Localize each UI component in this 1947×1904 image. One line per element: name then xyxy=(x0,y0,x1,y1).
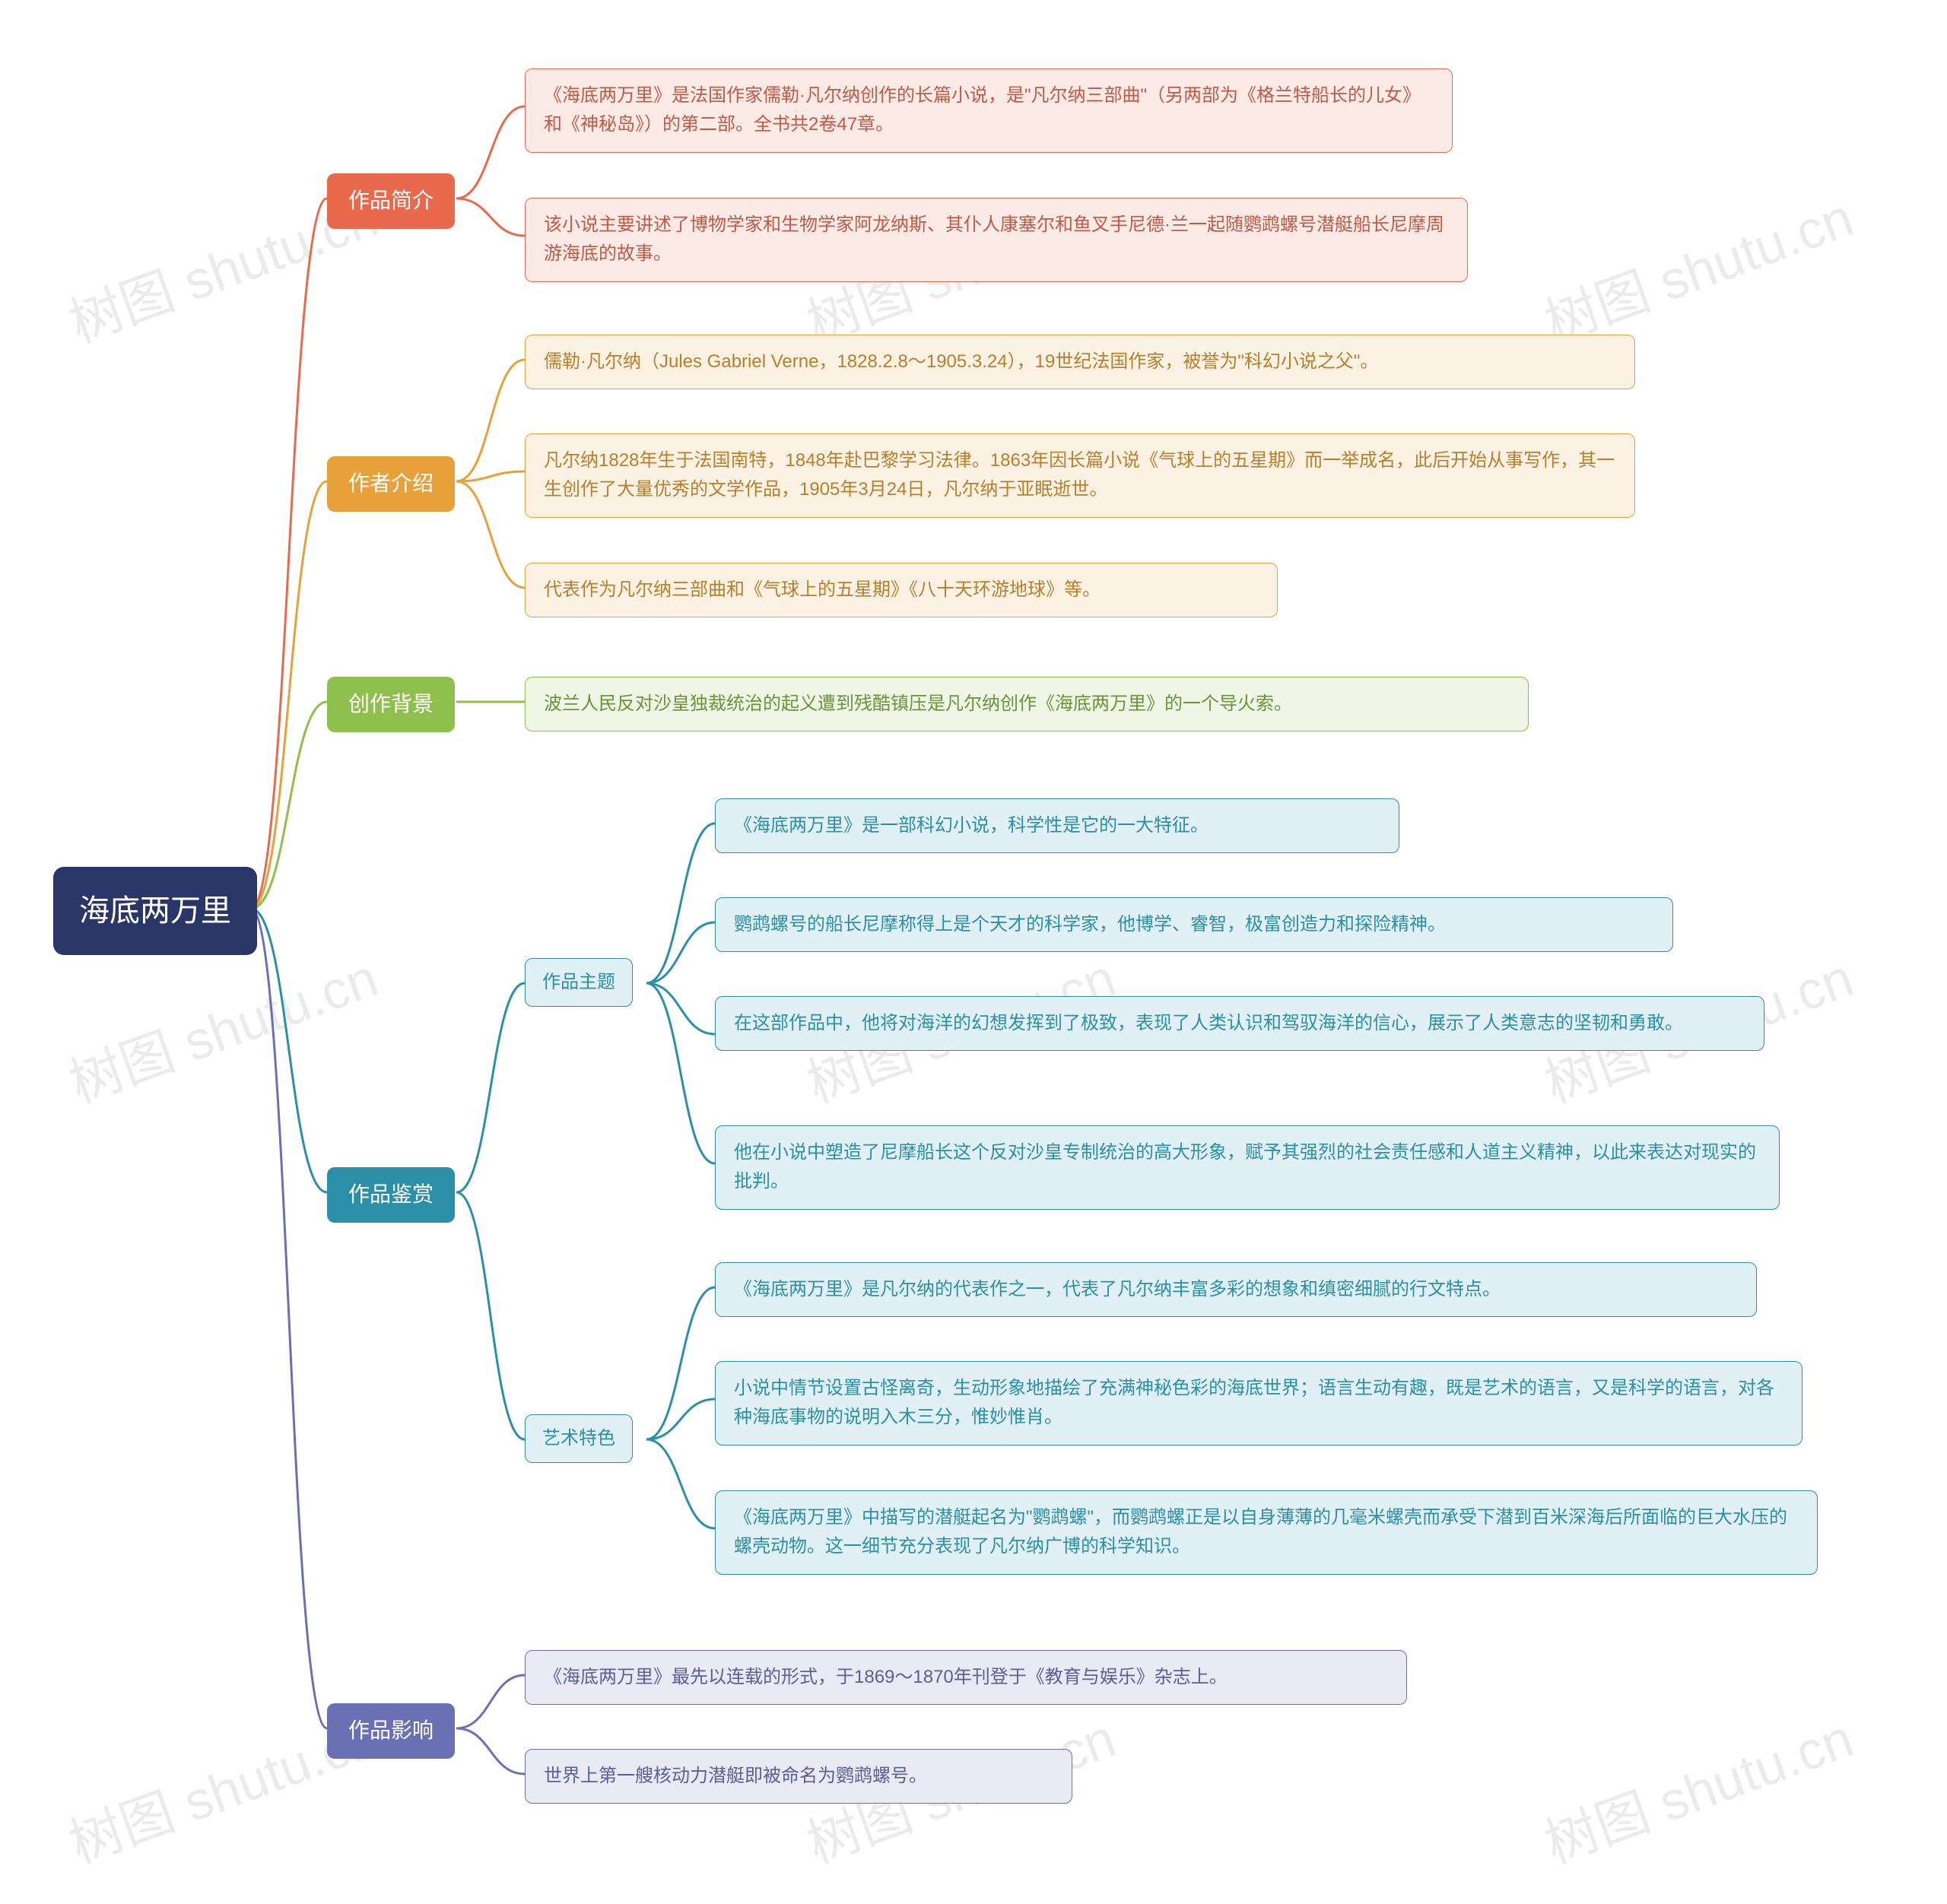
branch-appreciation: 作品鉴赏 xyxy=(327,1167,455,1223)
leaf-impact-0: 《海底两万里》最先以连载的形式，于1869～1870年刊登于《教育与娱乐》杂志上… xyxy=(525,1650,1407,1705)
leaf-appreciation-0-2: 在这部作品中，他将对海洋的幻想发挥到了极致，表现了人类认识和驾驭海洋的信心，展示… xyxy=(715,996,1764,1051)
leaf-author-2: 代表作为凡尔纳三部曲和《气球上的五星期》《八十天环游地球》等。 xyxy=(525,563,1278,617)
leaf-appreciation-0-0: 《海底两万里》是一部科幻小说，科学性是它的一大特征。 xyxy=(715,798,1399,853)
sub-appreciation-0: 作品主题 xyxy=(525,958,633,1007)
leaf-intro-1: 该小说主要讲述了博物学家和生物学家阿龙纳斯、其仆人康塞尔和鱼叉手尼德·兰一起随鹦… xyxy=(525,198,1468,282)
leaf-appreciation-1-1: 小说中情节设置古怪离奇，生动形象地描绘了充满神秘色彩的海底世界；语言生动有趣，既… xyxy=(715,1361,1802,1445)
leaf-appreciation-1-2: 《海底两万里》中描写的潜艇起名为"鹦鹉螺"，而鹦鹉螺正是以自身薄薄的几毫米螺壳而… xyxy=(715,1490,1818,1575)
leaf-author-1: 凡尔纳1828年生于法国南特，1848年赴巴黎学习法律。1863年因长篇小说《气… xyxy=(525,433,1635,518)
leaf-intro-0: 《海底两万里》是法国作家儒勒·凡尔纳创作的长篇小说，是"凡尔纳三部曲"（另两部为… xyxy=(525,68,1453,153)
watermark: 树图 shutu.cn xyxy=(1533,176,1863,358)
branch-impact: 作品影响 xyxy=(327,1703,455,1759)
branch-author: 作者介绍 xyxy=(327,456,455,512)
leaf-appreciation-0-3: 他在小说中塑造了尼摩船长这个反对沙皇专制统治的高大形象，赋予其强烈的社会责任感和… xyxy=(715,1125,1780,1210)
root-node: 海底两万里 xyxy=(53,867,257,955)
watermark: 树图 shutu.cn xyxy=(58,936,387,1119)
leaf-author-0: 儒勒·凡尔纳（Jules Gabriel Verne，1828.2.8～1905… xyxy=(525,335,1635,389)
branch-intro: 作品简介 xyxy=(327,173,455,229)
leaf-background-0: 波兰人民反对沙皇独裁统治的起义遭到残酷镇压是凡尔纳创作《海底两万里》的一个导火索… xyxy=(525,677,1529,731)
leaf-impact-1: 世界上第一艘核动力潜艇即被命名为鹦鹉螺号。 xyxy=(525,1749,1072,1804)
leaf-appreciation-0-1: 鹦鹉螺号的船长尼摩称得上是个天才的科学家，他博学、睿智，极富创造力和探险精神。 xyxy=(715,897,1673,952)
branch-background: 创作背景 xyxy=(327,677,455,732)
sub-appreciation-1: 艺术特色 xyxy=(525,1414,633,1463)
watermark: 树图 shutu.cn xyxy=(1533,1696,1863,1879)
leaf-appreciation-1-0: 《海底两万里》是凡尔纳的代表作之一，代表了凡尔纳丰富多彩的想象和缜密细腻的行文特… xyxy=(715,1262,1757,1317)
